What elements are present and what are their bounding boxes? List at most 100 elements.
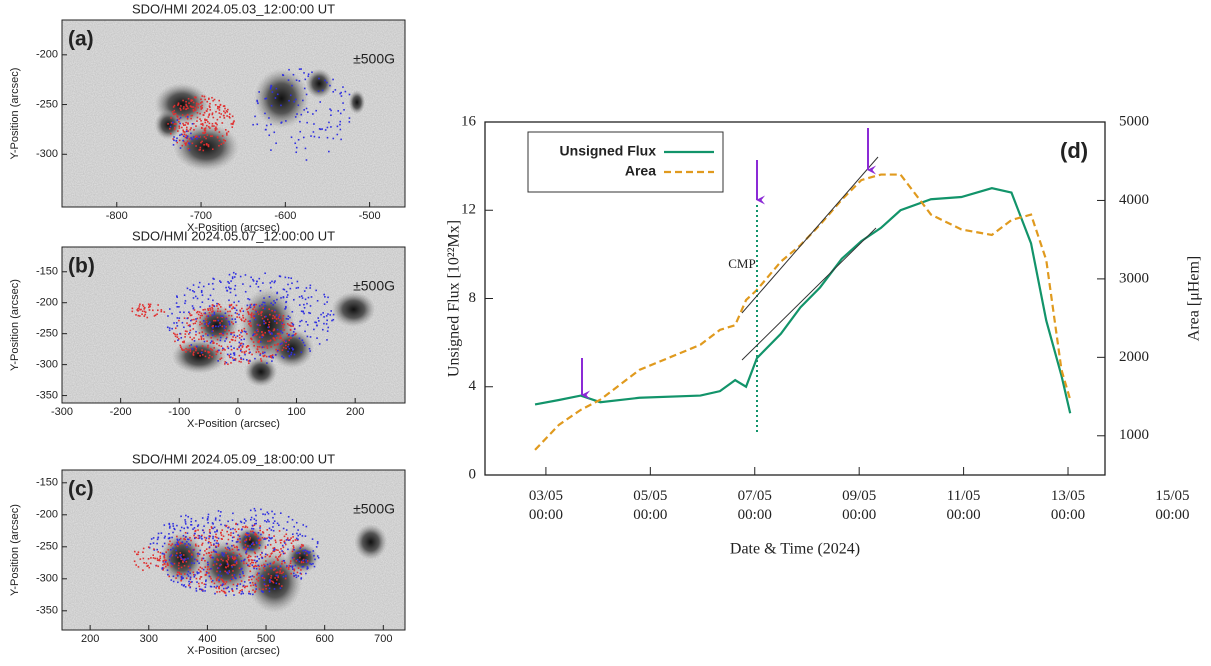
contour-dot: [266, 563, 269, 566]
contour-dot: [229, 116, 231, 119]
contour-dot: [274, 335, 277, 337]
contour-dot: [269, 581, 271, 583]
contour-dot: [178, 543, 181, 545]
contour-dot: [178, 120, 180, 123]
contour-dot: [243, 330, 246, 333]
contour-dot: [219, 306, 222, 308]
contour-dot: [271, 91, 274, 93]
contour-dot: [176, 317, 179, 319]
cmp-label: CMP: [728, 256, 755, 271]
contour-dot: [176, 336, 179, 338]
contour-dot: [209, 294, 212, 297]
contour-dot: [200, 102, 202, 104]
contour-dot: [172, 332, 175, 335]
contour-dot: [242, 314, 244, 317]
contour-dot: [189, 324, 191, 326]
contour-dot: [218, 112, 221, 114]
y2-axis-label: Area [μHem]: [1186, 256, 1203, 341]
contour-dot: [237, 534, 239, 536]
contour-dot: [204, 559, 206, 562]
contour-dot: [207, 334, 209, 337]
contour-dot: [280, 330, 282, 333]
contour-dot: [290, 565, 293, 567]
contour-dot: [273, 513, 276, 515]
contour-dot: [249, 351, 251, 354]
contour-dot: [192, 297, 195, 299]
contour-dot: [211, 556, 214, 559]
contour-dot: [193, 575, 196, 578]
contour-dot: [183, 341, 185, 344]
contour-dot: [203, 327, 206, 329]
contour-dot: [203, 554, 205, 556]
contour-dot: [236, 348, 239, 350]
contour-dot: [275, 314, 278, 317]
contour-dot: [222, 580, 225, 583]
contour-dot: [324, 129, 327, 131]
contour-dot: [272, 516, 274, 519]
contour-dot: [169, 132, 172, 135]
contour-dot: [217, 319, 220, 322]
contour-dot: [269, 339, 272, 342]
contour-dot: [205, 320, 208, 323]
contour-dot: [190, 562, 193, 564]
contour-dot: [253, 317, 255, 319]
y-tick-label: -150: [36, 266, 58, 278]
contour-dot: [318, 136, 320, 139]
contour-dot: [264, 351, 266, 354]
contour-dot: [285, 347, 287, 350]
contour-dot: [263, 565, 266, 567]
contour-dot: [279, 334, 282, 337]
contour-dot: [182, 99, 184, 102]
contour-dot: [208, 552, 211, 554]
contour-dot: [283, 329, 285, 331]
contour-dot: [259, 525, 262, 527]
contour-dot: [339, 123, 341, 126]
contour-dot: [214, 127, 217, 130]
contour-dot: [304, 147, 307, 150]
contour-dot: [207, 351, 210, 354]
contour-dot: [185, 348, 187, 350]
contour-dot: [201, 542, 204, 545]
contour-dot: [221, 315, 224, 318]
contour-dot: [190, 99, 193, 101]
contour-dot: [254, 561, 257, 564]
contour-dot: [161, 545, 164, 548]
contour-dot: [290, 353, 292, 356]
contour-dot: [244, 540, 247, 543]
contour-dot: [191, 348, 194, 350]
contour-dot: [227, 572, 229, 575]
contour-dot: [230, 303, 233, 306]
contour-dot: [248, 298, 251, 301]
contour-dot: [228, 304, 231, 307]
contour-dot: [298, 68, 301, 70]
contour-dot: [202, 568, 205, 571]
contour-dot: [261, 556, 264, 559]
contour-dot: [214, 536, 217, 538]
contour-dot: [216, 316, 219, 319]
contour-dot: [217, 107, 219, 110]
contour-dot: [201, 567, 203, 570]
contour-dot: [309, 336, 312, 338]
contour-dot: [254, 591, 256, 593]
contour-dot: [226, 563, 229, 566]
contour-dot: [200, 312, 203, 315]
contour-dot: [179, 537, 182, 540]
contour-dot: [285, 575, 287, 577]
contour-dot: [218, 587, 220, 589]
contour-dot: [217, 537, 220, 540]
y-tick-label: -200: [36, 49, 58, 61]
x-tick-label: -100: [168, 406, 190, 418]
contour-dot: [268, 331, 271, 333]
contour-dot: [231, 277, 234, 280]
contour-dot: [315, 321, 318, 324]
contour-dot: [223, 363, 226, 365]
contour-dot: [258, 346, 261, 348]
contour-dot: [252, 308, 254, 310]
contour-dot: [250, 584, 252, 587]
contour-dot: [224, 129, 227, 131]
contour-dot: [172, 522, 174, 525]
contour-dot: [163, 557, 166, 559]
contour-dot: [203, 340, 206, 343]
contour-dot: [234, 359, 237, 361]
x-tick-label: 05/05 00:00: [633, 488, 667, 523]
